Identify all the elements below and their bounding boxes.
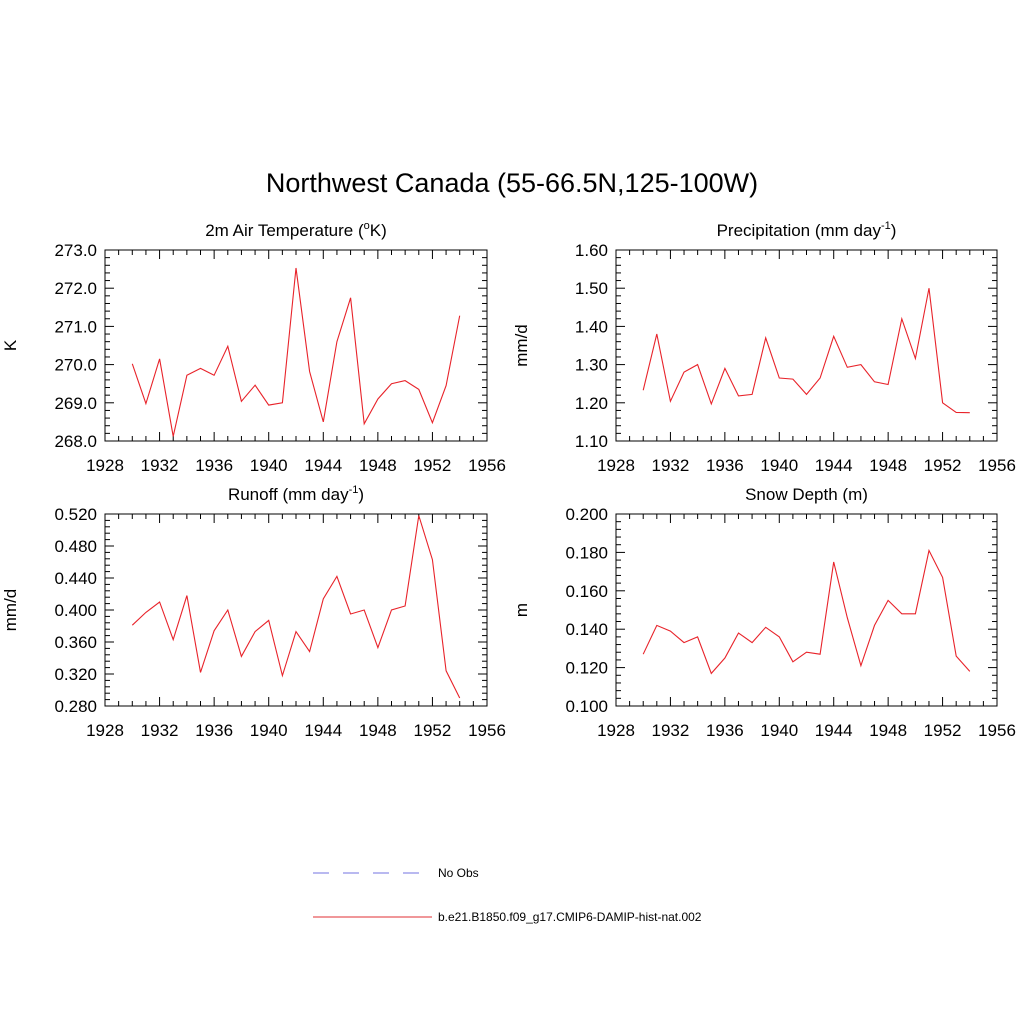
y-tick-label: 0.320	[54, 665, 97, 684]
y-tick-label: 0.360	[54, 633, 97, 652]
y-tick-label: 0.400	[54, 601, 97, 620]
y-tick-label: 1.20	[575, 394, 608, 413]
y-tick-label: 270.0	[54, 356, 97, 375]
panel-title-main: Precipitation (mm day	[717, 221, 882, 240]
x-tick-label: 1940	[250, 456, 288, 475]
series-line	[131, 267, 461, 437]
x-tick-label: 1948	[869, 456, 907, 475]
y-tick-label: 273.0	[54, 241, 97, 260]
y-tick-label: 1.40	[575, 317, 608, 336]
x-tick-label: 1956	[468, 456, 506, 475]
y-tick-label: 268.0	[54, 432, 97, 451]
x-tick-label: 1932	[652, 456, 690, 475]
x-tick-label: 1956	[468, 721, 506, 740]
x-tick-label: 1936	[706, 456, 744, 475]
plot-frame	[615, 249, 998, 442]
y-tick-label: 0.180	[565, 543, 608, 562]
y-tick-label: 0.200	[565, 505, 608, 524]
y-tick-label: 271.0	[54, 317, 97, 336]
panel-title-main: Runoff (mm day	[228, 485, 349, 504]
y-axis-label: m	[512, 603, 531, 617]
x-tick-label: 1956	[978, 721, 1016, 740]
x-tick-label: 1952	[414, 721, 452, 740]
x-tick-label: 1944	[815, 456, 853, 475]
x-tick-label: 1932	[141, 721, 179, 740]
x-tick-label: 1944	[304, 456, 342, 475]
x-tick-label: 1944	[815, 721, 853, 740]
legend-label: b.e21.B1850.f09_g17.CMIP6-DAMIP-hist-nat…	[438, 910, 702, 924]
y-axis-label: mm/d	[1, 589, 20, 632]
y-tick-label: 269.0	[54, 394, 97, 413]
y-tick-label: 0.440	[54, 569, 97, 588]
x-tick-label: 1928	[86, 721, 124, 740]
x-tick-label: 1948	[359, 721, 397, 740]
y-tick-label: 0.520	[54, 505, 97, 524]
plot-frame	[104, 249, 488, 442]
x-tick-label: 1952	[924, 721, 962, 740]
series-line	[642, 548, 971, 675]
y-tick-label: 1.50	[575, 279, 608, 298]
y-tick-label: 272.0	[54, 279, 97, 298]
y-tick-label: 0.120	[565, 659, 608, 678]
y-tick-label: 1.60	[575, 241, 608, 260]
legend-label: No Obs	[438, 866, 479, 880]
panel-title-superscript: o	[364, 220, 370, 232]
x-tick-label: 1928	[597, 721, 635, 740]
panel-air-temperature: 1928 1932 1936 1940 1944 1948 1952 1956 268.0 269…	[1, 220, 506, 475]
y-tick-label: 1.30	[575, 356, 608, 375]
x-tick-label: 1940	[250, 721, 288, 740]
panel-title-tail: )	[891, 221, 897, 240]
y-tick-label: 0.280	[54, 697, 97, 716]
x-tick-label: 1936	[706, 721, 744, 740]
x-tick-label: 1948	[359, 456, 397, 475]
panel-precipitation: 1928 1932 1936 1940 1944 1948 1952 1956 1.10 1.20…	[512, 220, 1016, 475]
y-tick-label: 1.10	[575, 432, 608, 451]
x-tick-label: 1940	[760, 456, 798, 475]
x-tick-label: 1932	[141, 456, 179, 475]
panel-title-tail: )	[358, 485, 364, 504]
panel-title-superscript: -1	[881, 220, 891, 232]
x-tick-label: 1948	[869, 721, 907, 740]
x-tick-label: 1952	[924, 456, 962, 475]
panel-title-tail: K)	[370, 221, 387, 240]
x-tick-label: 1956	[978, 456, 1016, 475]
y-axis-label: K	[1, 339, 20, 351]
y-tick-label: 0.480	[54, 537, 97, 556]
panel-title-main: 2m Air Temperature (	[205, 221, 364, 240]
panel-title: Snow Depth (m)	[745, 485, 868, 504]
series-line	[131, 515, 461, 699]
x-tick-label: 1936	[195, 721, 233, 740]
x-tick-label: 1944	[304, 721, 342, 740]
panel-title: Runoff (mm day-1)	[228, 484, 364, 504]
panel-title-superscript: -1	[349, 484, 359, 496]
panel-title: 2m Air Temperature (oK)	[205, 220, 387, 240]
panel-runoff: 1928 1932 1936 1940 1944 1948 1952 1956 0.280 0.3…	[1, 484, 506, 740]
panel-snow-depth: 1928 1932 1936 1940 1944 1948 1952 1956 0.100 0.1…	[512, 485, 1016, 740]
legend: No Obs b.e21.B1850.f09_g17.CMIP6-DAMIP-hi…	[313, 866, 702, 924]
panel-title-main: Snow Depth (m)	[745, 485, 868, 504]
panel-title: Precipitation (mm day-1)	[717, 220, 897, 240]
y-tick-label: 0.160	[565, 582, 608, 601]
y-axis-label: mm/d	[512, 324, 531, 367]
x-tick-label: 1928	[597, 456, 635, 475]
y-tick-label: 0.100	[565, 697, 608, 716]
plot-frame	[615, 513, 998, 707]
page-title: Northwest Canada (55-66.5N,125-100W)	[265, 168, 759, 198]
y-tick-label: 0.140	[565, 620, 608, 639]
x-tick-label: 1940	[760, 721, 798, 740]
x-tick-label: 1932	[652, 721, 690, 740]
series-line	[642, 288, 970, 414]
x-tick-label: 1928	[86, 456, 124, 475]
x-tick-label: 1936	[195, 456, 233, 475]
x-tick-label: 1952	[414, 456, 452, 475]
